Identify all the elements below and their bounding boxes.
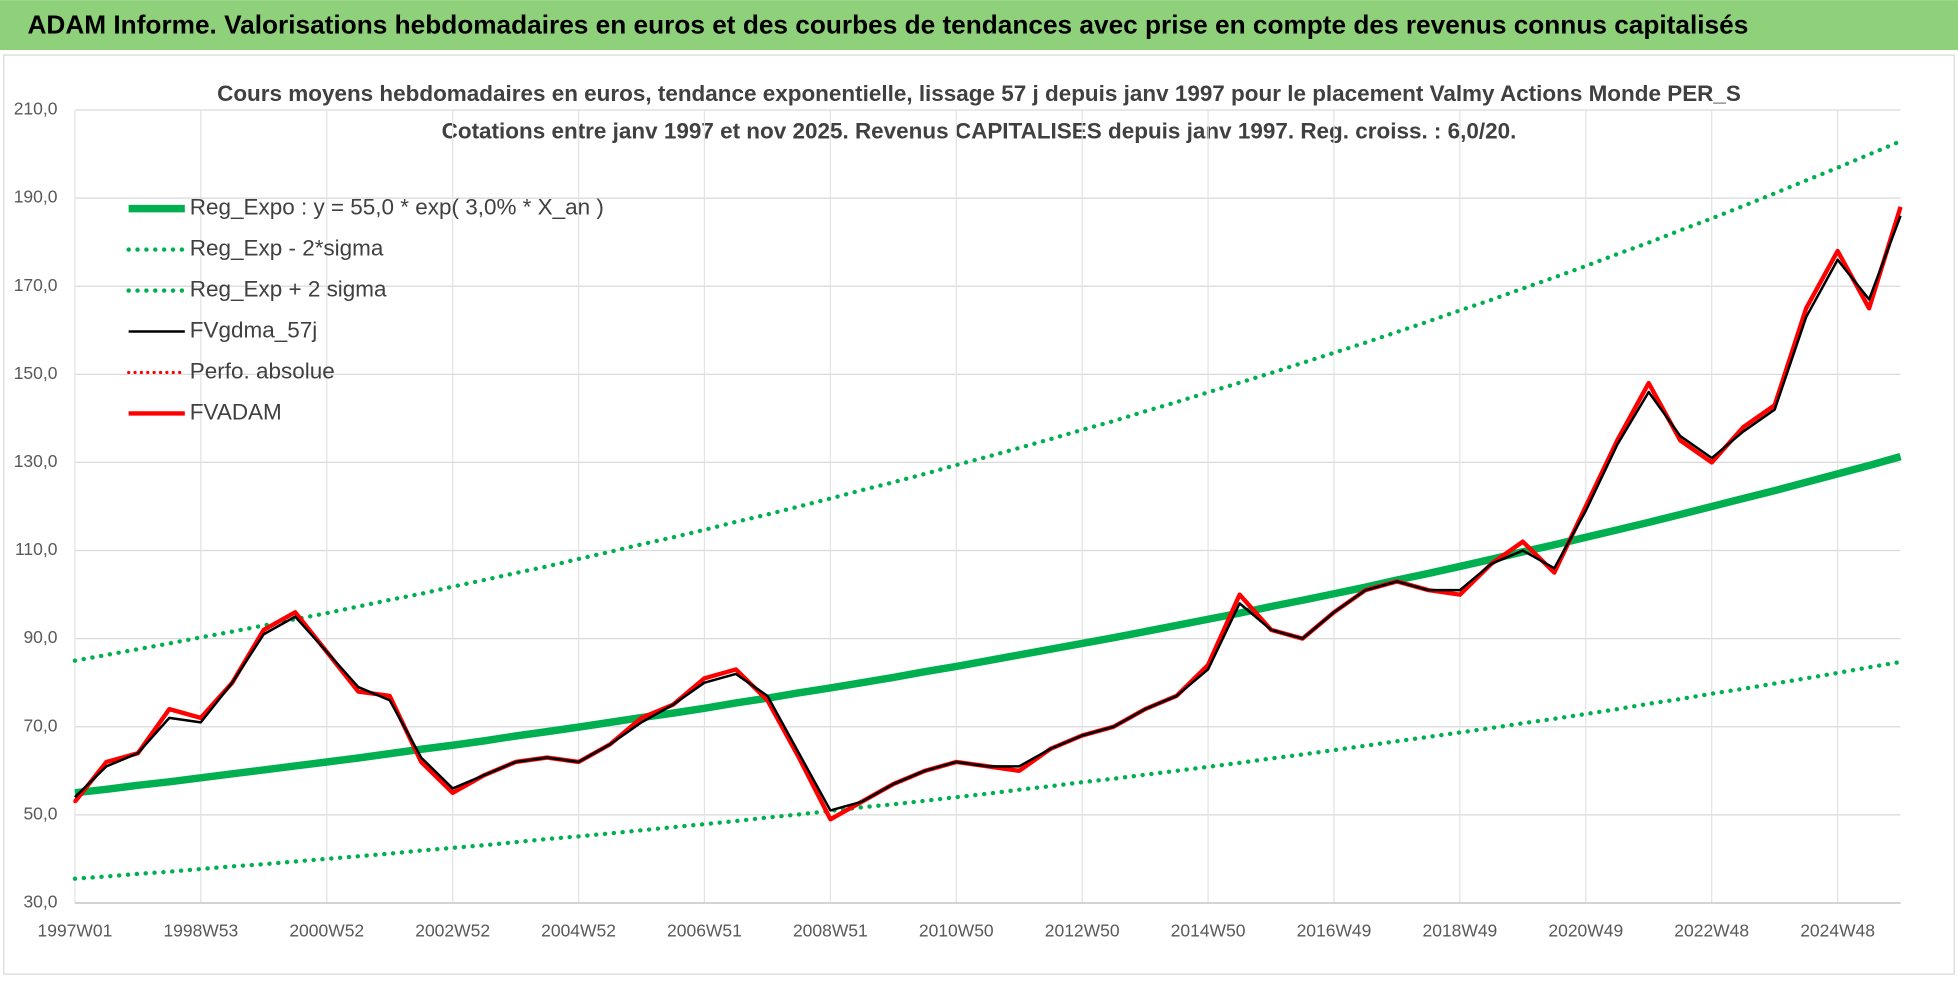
x-tick-label: 1998W53 <box>163 920 238 940</box>
x-tick-label: 2012W50 <box>1045 920 1120 940</box>
y-tick-label: 190,0 <box>14 187 58 207</box>
header-title: ADAM Informe. Valorisations hebdomadaire… <box>27 9 1748 39</box>
x-tick-label: 2020W49 <box>1548 920 1623 940</box>
x-tick-label: 2024W48 <box>1800 920 1875 940</box>
y-tick-label: 170,0 <box>14 275 58 295</box>
legend-label: Perfo. absolue <box>190 358 335 383</box>
chart-title: Cours moyens hebdomadaires en euros, ten… <box>217 81 1741 106</box>
grid: 30,0 50,0 70,0 90,0 110,0 130,0 150,0 170,0 190,… <box>14 99 1901 940</box>
x-tick-label: 2004W52 <box>541 920 616 940</box>
legend-label: Reg_Exp + 2 sigma <box>190 277 387 302</box>
legend-label: Reg_Expo : y = 55,0 * exp( 3,0% * X_an ) <box>190 195 604 220</box>
header-bar <box>0 0 1958 51</box>
x-tick-label: 2002W52 <box>415 920 490 940</box>
legend: Reg_Expo : y = 55,0 * exp( 3,0% * X_an )… <box>126 195 604 424</box>
x-tick-label: 2008W51 <box>793 920 868 940</box>
series-line <box>74 453 1902 797</box>
x-tick-label: 2010W50 <box>919 920 994 940</box>
series-line <box>72 139 1903 663</box>
plot <box>72 139 1903 881</box>
y-tick-label: 210,0 <box>14 99 58 119</box>
y-tick-label: 50,0 <box>23 803 57 823</box>
y-tick-label: 110,0 <box>15 539 58 559</box>
x-tick-label: 2014W50 <box>1171 920 1246 940</box>
x-tick-label: 2000W52 <box>289 920 364 940</box>
x-tick-label: 2006W51 <box>667 920 742 940</box>
chart-frame <box>3 54 1955 975</box>
chart-subtitle: Cotations entre janv 1997 et nov 2025. R… <box>442 118 1517 143</box>
series-line <box>74 215 1902 812</box>
legend-label: FVADAM <box>190 399 282 424</box>
x-tick-label: 2018W49 <box>1422 920 1497 940</box>
x-tick-label: 2016W49 <box>1297 920 1372 940</box>
y-tick-label: 70,0 <box>23 715 57 735</box>
legend-label: Reg_Exp - 2*sigma <box>190 236 384 261</box>
y-tick-label: 130,0 <box>14 451 58 471</box>
y-tick-label: 90,0 <box>23 627 57 647</box>
x-tick-label: 2022W48 <box>1674 920 1749 940</box>
legend-label: FVgdma_57j <box>190 317 317 342</box>
x-tick-label: 1997W01 <box>38 920 113 940</box>
y-tick-label: 150,0 <box>14 363 58 383</box>
y-tick-label: 30,0 <box>23 892 57 912</box>
